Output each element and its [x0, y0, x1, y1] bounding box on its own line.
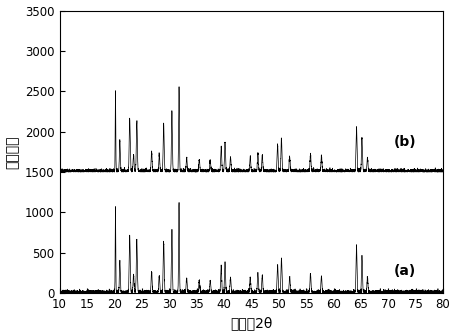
Text: (b): (b) — [393, 135, 415, 149]
Y-axis label: 衍射强度: 衍射强度 — [5, 135, 20, 169]
Text: (a): (a) — [393, 264, 415, 278]
X-axis label: 衍射角2θ: 衍射角2θ — [230, 317, 272, 330]
